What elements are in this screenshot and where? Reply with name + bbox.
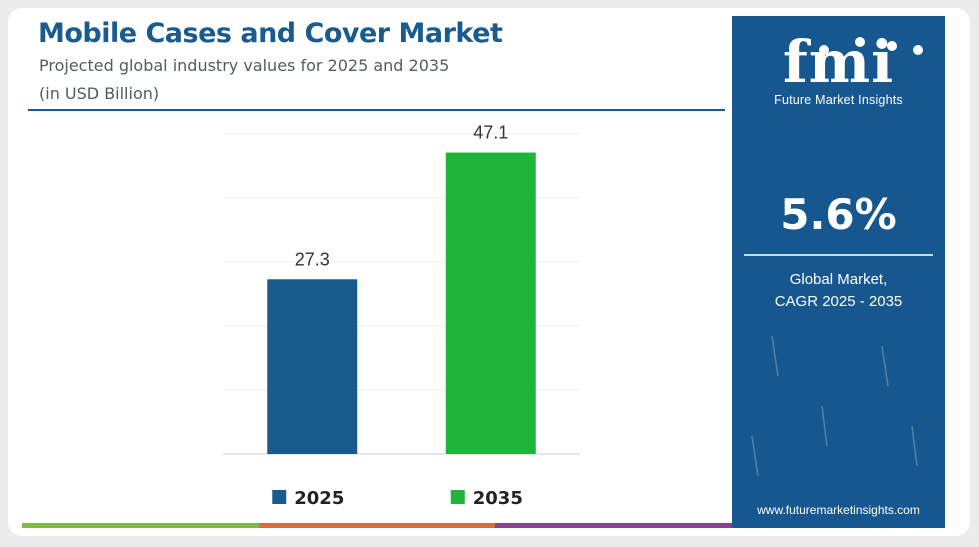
bottom-accent-bar: [22, 523, 733, 528]
data-label-2035: 47.1: [473, 123, 508, 143]
fmi-logo: fmi Future Market Insights: [732, 32, 945, 107]
accent-segment: [22, 523, 259, 528]
logo-wordmark: fmi: [782, 28, 895, 96]
sidebar-divider: [744, 254, 933, 256]
bar-2025: [267, 279, 358, 454]
accent-segment: [258, 523, 496, 528]
website-link[interactable]: www.futuremarketinsights.com: [757, 503, 920, 517]
bar-2035: [445, 152, 536, 454]
legend-swatch-2025: [272, 490, 287, 504]
page-subtitle: Projected global industry values for 202…: [39, 56, 450, 75]
cagr-sidebar: fmi Future Market Insights 5.6% Global M…: [732, 16, 945, 528]
brand-name: Future Market Insights: [774, 93, 903, 107]
page-title: Mobile Cases and Cover Market: [38, 18, 503, 49]
cagr-value: 5.6%: [780, 190, 897, 239]
logo-figures-icon: [819, 37, 923, 55]
decorative-texture: [751, 335, 918, 477]
title-divider: [28, 109, 725, 111]
data-label-2025: 27.3: [295, 249, 330, 269]
cagr-label: Global Market, CAGR 2025 - 2035: [732, 269, 945, 313]
legend-swatch-2035: [450, 490, 465, 504]
accent-segment: [495, 523, 733, 528]
cagr-label-line1: Global Market,: [789, 271, 888, 288]
legend-label-2035: 2035: [473, 488, 523, 509]
infographic-card: Mobile Cases and Cover Market Projected …: [8, 8, 970, 536]
legend-label-2025: 2025: [294, 488, 344, 509]
cagr-label-line2: CAGR 2025 - 2035: [774, 293, 903, 310]
bar-chart: 27.3 47.1 2025 2035: [223, 123, 580, 509]
unit-label: (in USD Billion): [39, 84, 160, 103]
